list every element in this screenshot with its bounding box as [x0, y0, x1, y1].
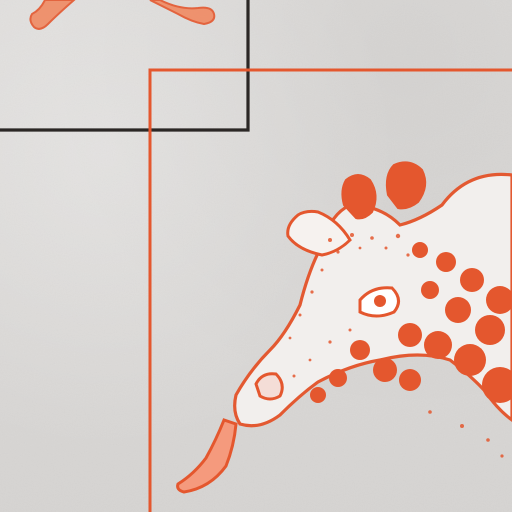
dark-frame-border — [0, 0, 250, 132]
orange-frame-border — [148, 68, 512, 512]
nostril — [254, 372, 284, 401]
tongue — [176, 418, 238, 494]
giraffe-head — [176, 161, 512, 494]
ear — [286, 209, 352, 257]
spots — [310, 242, 512, 403]
ossicones — [341, 161, 427, 220]
bone-sketch — [29, 0, 216, 30]
eye — [358, 286, 400, 318]
stipple — [288, 233, 504, 458]
